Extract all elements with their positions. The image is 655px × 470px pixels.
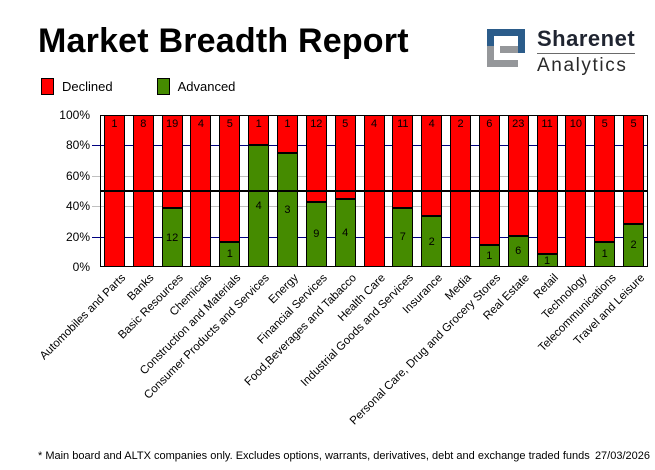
- legend-label-declined: Declined: [62, 79, 113, 94]
- bar-segment-declined: 1: [248, 115, 270, 146]
- bar-count-label-declined: 5: [226, 118, 233, 130]
- legend-swatch-declined: [41, 78, 54, 95]
- bar-segment-declined: 5: [334, 115, 356, 200]
- logo-brand-text: Sharenet: [537, 26, 636, 51]
- bar-segment-advanced: 12: [161, 208, 183, 267]
- y-axis-tick-label: 100%: [59, 108, 90, 122]
- bar-segment-declined: 6: [478, 115, 500, 246]
- legend-item-declined: Declined: [41, 78, 113, 95]
- bar-count-label-declined: 1: [284, 118, 291, 130]
- bar-count-label-declined: 23: [512, 118, 525, 130]
- footnote: * Main board and ALTX companies only. Ex…: [38, 450, 590, 462]
- y-axis-tick-label: 60%: [65, 168, 90, 183]
- bar: 11 7: [392, 115, 414, 267]
- bar-segment-advanced: 3: [276, 153, 298, 267]
- y-axis-tick-20: [92, 236, 100, 238]
- legend: Declined Advanced: [41, 78, 279, 95]
- y-axis-tick-label: 80%: [65, 138, 90, 153]
- bar-segment-declined: 5: [594, 115, 616, 242]
- bar-segment-advanced: 1: [478, 245, 500, 267]
- fifty-percent-line: [100, 190, 648, 192]
- sharenet-logo-icon: [487, 29, 525, 67]
- report-title: Market Breadth Report: [38, 22, 409, 60]
- bar: 19 12: [161, 115, 183, 267]
- bar-segment-declined: 11: [536, 115, 558, 255]
- bar-segment-declined: 19: [161, 115, 183, 209]
- y-axis-tick-60: [92, 175, 100, 177]
- bar-count-label-declined: 4: [370, 118, 378, 130]
- bar-segment-advanced: 4: [248, 145, 270, 267]
- x-axis-category-label: Automobiles and Parts: [37, 272, 128, 363]
- bar-count-label-declined: 5: [601, 118, 608, 130]
- bar-segment-advanced: 2: [421, 216, 443, 267]
- sharenet-logo: Sharenet Analytics: [487, 26, 636, 77]
- bar-count-label-declined: 19: [165, 118, 179, 130]
- bar-count-label-declined: 5: [342, 118, 349, 130]
- bar-count-label-declined: 5: [630, 118, 637, 130]
- logo-text: Sharenet Analytics: [537, 26, 636, 77]
- legend-label-advanced: Advanced: [177, 79, 236, 94]
- bar-count-label-declined: 4: [428, 118, 435, 130]
- logo-sub-text: Analytics: [537, 55, 628, 77]
- y-axis-tick-label: 40%: [65, 199, 90, 214]
- bar-segment-advanced: 1: [594, 241, 616, 267]
- bar-segment-advanced: 7: [392, 207, 414, 267]
- bar-segment-advanced: 6: [507, 235, 529, 267]
- bar-count-label-declined: 8: [140, 118, 147, 130]
- bar-count-label-declined: 11: [397, 118, 409, 130]
- bar: 11 1: [536, 115, 558, 267]
- bar-count-label-declined: 10: [569, 118, 583, 130]
- bar-segment-advanced: 4: [334, 199, 356, 267]
- bar-count-label-declined: 2: [457, 118, 464, 130]
- y-axis-tick-40: [92, 206, 100, 208]
- logo-divider: [537, 53, 636, 55]
- legend-swatch-advanced: [156, 78, 170, 95]
- bar-segment-advanced: 9: [305, 201, 327, 267]
- y-axis-tick-label: 20%: [65, 229, 90, 244]
- y-axis-tick-label: 0%: [72, 260, 90, 274]
- bar-count-label-declined: 1: [255, 118, 262, 130]
- y-axis-tick-80: [92, 145, 100, 147]
- bar-segment-advanced: 1: [219, 241, 241, 267]
- bar-count-label-declined: 4: [197, 118, 204, 130]
- bar-segment-declined: 23: [507, 115, 529, 236]
- bar-segment-advanced: 1: [536, 254, 558, 267]
- bar-segment-declined: 5: [623, 115, 645, 224]
- bar-count-label-declined: 1: [111, 118, 118, 130]
- bar-segment-declined: 11: [392, 115, 414, 208]
- legend-item-advanced: Advanced: [156, 78, 236, 95]
- bar-segment-declined: 5: [219, 115, 241, 242]
- bar: 23 6: [507, 115, 529, 267]
- bar-count-label-declined: 6: [486, 118, 493, 130]
- bar: 12 9: [305, 115, 327, 267]
- bar-segment-declined: 4: [421, 115, 443, 217]
- bar-segment-declined: 12: [305, 115, 327, 202]
- report-date: 27/03/2026: [594, 450, 650, 462]
- bar-count-label-declined: 11: [541, 118, 553, 130]
- bar-segment-advanced: 2: [623, 223, 645, 267]
- bar-count-label-declined: 12: [310, 118, 323, 130]
- bar-segment-declined: 1: [276, 115, 298, 153]
